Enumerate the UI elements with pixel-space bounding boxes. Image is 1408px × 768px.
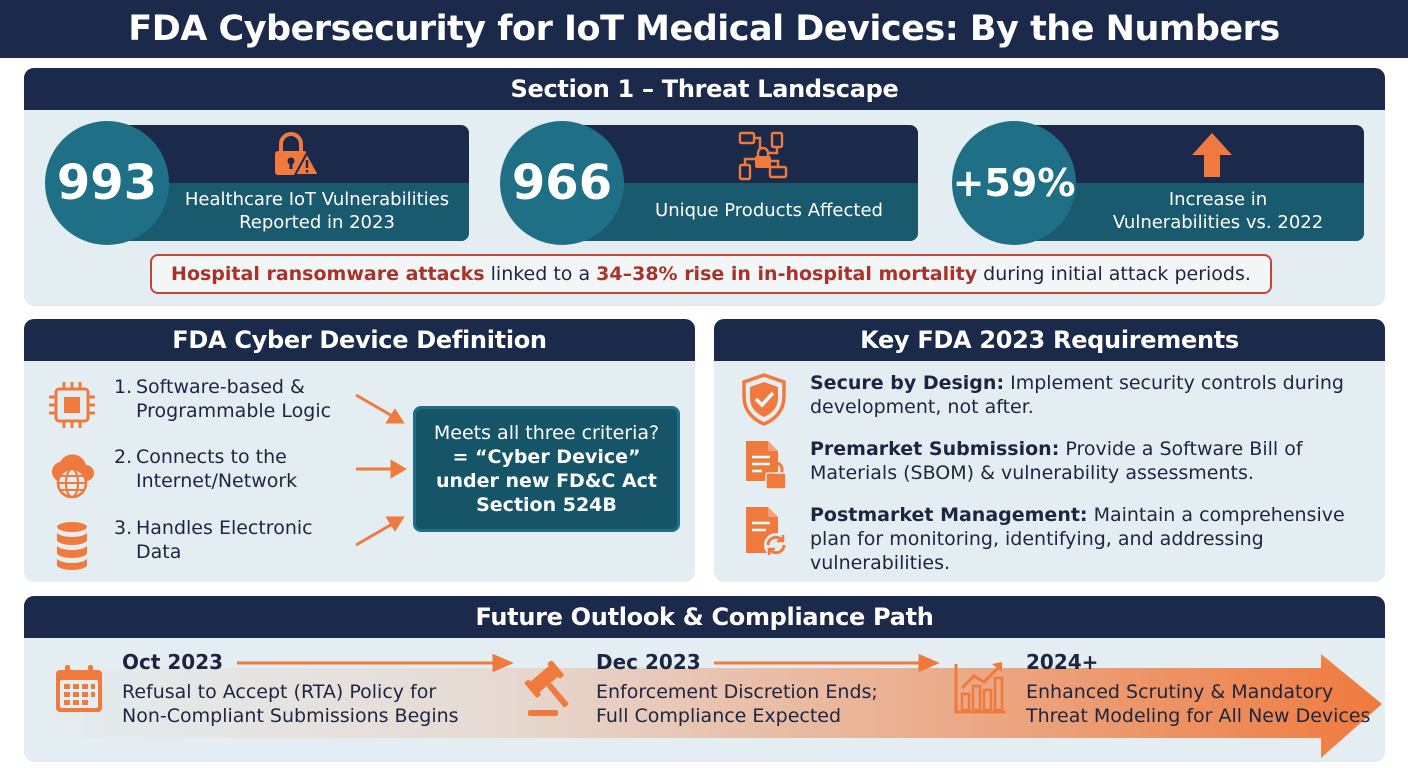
callout-text: linked to a [484,263,597,285]
connected-devices-icon [738,131,788,181]
timeline-step-oct-2023: Oct 2023 Refusal to Accept (RTA) Policy … [122,650,459,728]
step-date: Oct 2023 [122,650,224,674]
requirement-key: Secure by Design: [810,372,1005,394]
requirement-text: Implement security controls during devel… [810,372,1344,418]
step-desc-line1: Refusal to Accept (RTA) Policy for [122,681,437,703]
future-heading: Future Outlook & Compliance Path [24,596,1385,638]
stat-label-line2: Reported in 2023 [239,212,395,233]
criterion-number: 3. [114,517,133,539]
step-desc-line2: Threat Modeling for All New Devices [1026,705,1371,727]
criterion-number: 2. [114,446,133,468]
stat-card: Increase in Vulnerabilities vs. 2022 [1010,125,1364,241]
result-line2: = “Cyber Device” [452,446,641,468]
criterion-network: 2. Connects to the Internet/Network [44,445,374,505]
timeline-step-2024: 2024+ Enhanced Scrutiny & Mandatory Thre… [1026,650,1370,728]
step-date: Dec 2023 [596,650,701,674]
criterion-number: 1. [114,376,133,398]
threat-landscape-heading: Section 1 – Threat Landscape [24,68,1385,110]
key-requirements-panel: Key FDA 2023 Requirements Secure by Desi… [714,319,1385,582]
cyber-device-result-box: Meets all three criteria? = “Cyber Devic… [413,406,680,532]
criterion-line2: Internet/Network [136,470,298,492]
timeline-arrow [24,653,1382,758]
step-desc-line1: Enhanced Scrutiny & Mandatory [1026,681,1334,703]
chip-icon [49,382,95,428]
criteria-arrows [355,393,407,547]
requirement-text: Provide a Software Bill of Materials (SB… [810,438,1303,484]
cyber-device-definition-panel: FDA Cyber Device Definition 1. Software-… [24,319,695,582]
criterion-software: 1. Software-based & Programmable Logic [44,375,374,435]
callout-highlight-ransomware: Hospital ransomware attacks [171,263,485,285]
future-outlook-panel: Future Outlook & Compliance Path [24,596,1385,762]
criterion-line2: Data [136,541,182,563]
requirements-heading: Key FDA 2023 Requirements [714,319,1385,361]
result-question: Meets all three criteria? [433,422,660,444]
result-line3: under new FD&C Act [435,470,658,492]
step-desc-line2: Non-Compliant Submissions Begins [122,705,459,727]
stat-card: Unique Products Affected [558,125,918,241]
step-desc-line1: Enforcement Discretion Ends; [596,681,878,703]
criterion-line1: Handles Electronic [136,517,313,539]
document-refresh-icon [746,507,788,557]
requirement-key: Postmarket Management: [810,504,1088,526]
shield-check-icon [742,373,786,426]
calendar-icon [56,665,102,712]
callout-text: during initial attack periods. [977,263,1251,285]
gavel-icon [524,660,569,716]
callout-highlight-mortality: 34–38% rise in in-hospital mortality [596,263,978,285]
stat-label-line1: Unique Products Affected [655,200,883,221]
document-lock-icon [746,441,787,490]
database-icon [57,522,87,570]
cloud-globe-icon [51,454,94,499]
definition-heading: FDA Cyber Device Definition [24,319,695,361]
criterion-line1: Software-based & [136,376,305,398]
step-desc-line2: Full Compliance Expected [596,705,842,727]
stat-label-line1: Increase in [1168,189,1268,210]
stat-vulnerabilities: Healthcare IoT Vulnerabilities Reported … [45,121,469,245]
requirement-key: Premarket Submission: [810,438,1060,460]
stat-value: 966 [500,121,624,245]
result-line4: Section 524B [476,494,617,516]
stat-value: 993 [45,121,169,245]
stat-card: Healthcare IoT Vulnerabilities Reported … [103,125,469,241]
stat-value: +59% [952,121,1076,245]
stat-products: Unique Products Affected 966 [500,121,918,245]
criterion-line1: Connects to the [136,446,287,468]
timeline-step-dec-2023: Dec 2023 Enforcement Discretion Ends; Fu… [596,650,878,728]
page-title: FDA Cybersecurity for IoT Medical Device… [0,0,1408,58]
requirement-text: Maintain a comprehensive plan for monito… [810,504,1345,574]
up-arrow-icon [1192,133,1232,177]
stat-label-line2: Vulnerabilities vs. 2022 [1112,212,1324,233]
stat-increase: Increase in Vulnerabilities vs. 2022 +59… [952,121,1364,245]
step-date: 2024+ [1026,650,1099,674]
criterion-line2: Programmable Logic [136,400,332,422]
growth-chart-icon [954,662,1006,714]
threat-landscape-panel: Section 1 – Threat Landscape Healthcare … [24,68,1385,306]
lock-warning-icon [275,132,321,176]
criterion-data: 3. Handles Electronic Data [44,516,374,576]
mortality-callout: Hospital ransomware attacks linked to a … [150,254,1272,294]
stat-label-line1: Healthcare IoT Vulnerabilities [184,189,450,210]
